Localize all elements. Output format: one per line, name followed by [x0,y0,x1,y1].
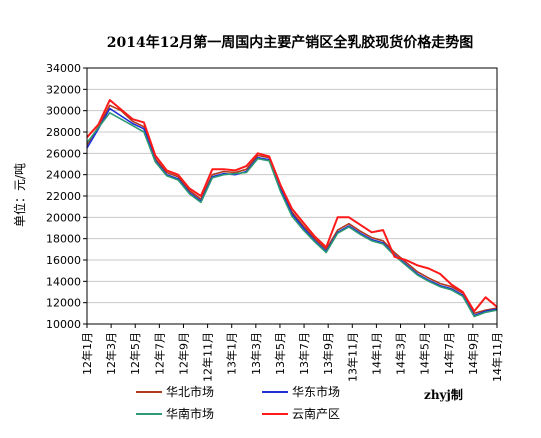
x-tick-label: 12年7月 [152,332,166,375]
x-tick-label: 13年7月 [297,332,311,375]
grid-lines [87,67,497,325]
x-tick-label: 14年9月 [466,332,480,375]
y-tick-label: 16000 [46,254,81,267]
x-tick-label: 14年1月 [369,332,383,375]
y-tick-label: 34000 [46,62,81,75]
series-line-3 [86,99,498,313]
y-tick-label: 18000 [46,233,81,246]
x-tick-label: 14年3月 [394,332,408,375]
legend-label: 华南市场 [166,406,214,421]
chart-title: 2014年12月第一周国内主要产销区全乳胶现货价格走势图 [107,34,473,51]
y-tick-label: 12000 [46,297,81,310]
legend-label: 华北市场 [166,384,214,399]
x-tick-label: 12年5月 [128,332,142,375]
series-line-2 [86,112,498,318]
x-tick-label: 13年9月 [321,332,335,375]
y-tick-label: 28000 [46,126,81,139]
y-ticks: 10000 12000 14000 16000 18000 20000 22000 24000… [46,62,87,331]
x-tick-label: 12年3月 [104,332,118,375]
x-tick-label: 14年11月 [490,332,504,382]
y-axis-label: 单位：元/吨 [12,163,27,227]
x-tick-label: 12年1月 [80,332,94,375]
series-lines [86,99,498,318]
y-tick-label: 30000 [46,105,81,118]
plot-frame [86,67,498,325]
x-tick-label: 14年5月 [418,332,432,375]
legend-label: 云南产区 [292,406,340,421]
x-tick-label: 13年5月 [273,332,287,375]
x-tick-label: 13年11月 [345,332,359,382]
y-tick-label: 20000 [46,211,81,224]
x-tick-label: 13年1月 [225,332,239,375]
y-tick-label: 26000 [46,147,81,160]
y-tick-label: 32000 [46,83,81,96]
x-tick-label: 14年7月 [442,332,456,375]
legend-label: 华东市场 [292,384,340,399]
x-ticks: 12年1月 12年3月 12年5月 12年7月 12年9月 12年11月 13年1月 13年3… [80,324,504,382]
y-tick-label: 24000 [46,169,81,182]
x-tick-label: 12年9月 [176,332,190,375]
y-tick-label: 10000 [46,318,81,331]
y-tick-label: 22000 [46,190,81,203]
x-tick-label: 12年11月 [201,332,215,382]
x-tick-label: 13年3月 [249,332,263,375]
credit-label: zhyj制 [424,387,463,402]
y-tick-label: 14000 [46,275,81,288]
